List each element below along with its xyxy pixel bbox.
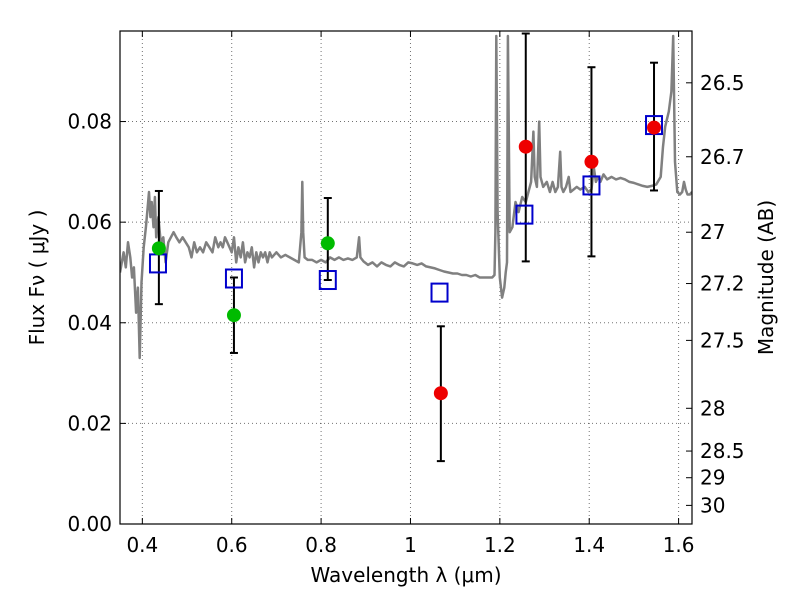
- green-data-point: [320, 236, 335, 251]
- x-tick-label: 1.6: [663, 533, 695, 557]
- y2-tick-label: 27: [700, 220, 725, 244]
- x-axis-label: Wavelength λ (μm): [310, 563, 501, 587]
- model-photometry-square: [224, 268, 243, 289]
- x-tick-label: 1.2: [484, 533, 516, 557]
- model-photometry-layer: [148, 115, 664, 303]
- x-tick-label: 0.8: [305, 533, 337, 557]
- y-tick-label: 0.00: [67, 512, 112, 536]
- y2-tick-label: 28.5: [700, 439, 745, 463]
- x-tick-label: 0.4: [126, 533, 158, 557]
- y2-axis-label: Magnitude (AB): [754, 200, 778, 355]
- y-tick-label: 0.02: [67, 411, 112, 435]
- y2-tick-label: 30: [700, 493, 725, 517]
- red-data-point: [584, 154, 599, 169]
- y-tick-label: 0.08: [67, 110, 112, 134]
- spectrum-layer: [120, 34, 692, 360]
- y-tick-label: 0.06: [67, 210, 112, 234]
- y2-tick-label: 27.5: [700, 328, 745, 352]
- measurement-layer: [151, 120, 662, 401]
- y-axis-label: Flux Fν ( μJy ): [25, 210, 49, 346]
- grid: [120, 31, 692, 525]
- y2-axis-ticks: 26.5 26.7 27 27.2 27.5 28 28.5 29 30: [686, 71, 745, 517]
- green-data-point: [226, 308, 241, 323]
- model-photometry-square: [582, 175, 601, 196]
- y2-tick-label: 26.5: [700, 71, 745, 95]
- green-data-point: [151, 241, 166, 256]
- y2-tick-label: 26.7: [700, 145, 745, 169]
- x-axis-ticks: 0.4 0.6 0.8 1 1.2 1.4 1.6: [126, 31, 695, 557]
- x-tick-label: 1: [404, 533, 417, 557]
- model-photometry-square: [515, 204, 534, 225]
- red-data-point: [518, 139, 533, 154]
- model-photometry-square: [430, 282, 449, 303]
- x-tick-label: 0.6: [216, 533, 248, 557]
- y-tick-label: 0.04: [67, 311, 112, 335]
- red-data-point: [433, 386, 448, 401]
- spectrum-line: [120, 34, 692, 360]
- plot-frame: [119, 30, 693, 525]
- y-axis-ticks: 0.00 0.02 0.04 0.06 0.08: [67, 110, 126, 536]
- x-tick-label: 1.4: [573, 533, 605, 557]
- red-data-point: [647, 120, 662, 135]
- model-photometry-square: [318, 270, 337, 291]
- y2-tick-label: 27.2: [700, 272, 745, 296]
- y2-tick-label: 29: [700, 466, 725, 490]
- y2-tick-label: 28: [700, 396, 725, 420]
